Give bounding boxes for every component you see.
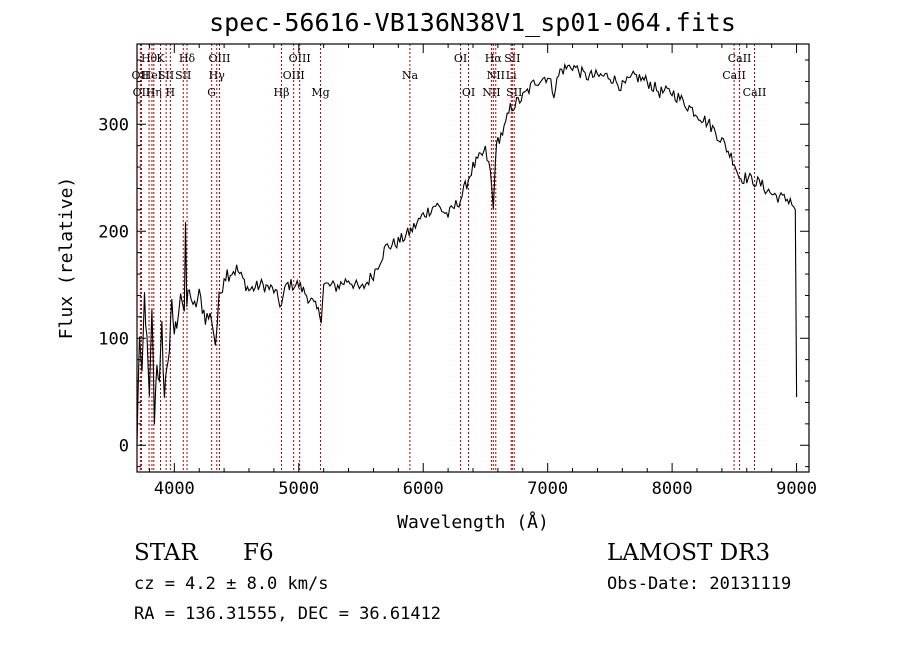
y-tick-label-0: 0 <box>119 436 129 456</box>
line-label-28: CaII <box>743 86 767 99</box>
redshift-velocity: cz = 4.2 ± 8.0 km/s <box>134 574 329 594</box>
line-label-23: Li <box>506 69 517 82</box>
line-label-27: CaII <box>728 52 752 65</box>
coordinates: RA = 136.31555, DEC = 36.61412 <box>134 604 442 624</box>
line-label-5: K <box>156 52 165 65</box>
line-label-24: SII <box>504 52 520 65</box>
y-tick-label-1: 100 <box>98 329 129 349</box>
line-label-12: OIII <box>208 52 230 65</box>
line-label-10: G <box>207 86 216 99</box>
line-label-4: Hη <box>146 86 162 99</box>
object-subclass: F6 <box>243 540 274 566</box>
line-label-26: CaII <box>722 69 746 82</box>
x-tick-label-0: 4000 <box>154 479 195 499</box>
line-label-22: NII <box>487 69 505 82</box>
line-label-0: OII <box>132 69 150 82</box>
emission-line-markers: OIIOIIHθHeIHηKSIIHHδSIIGHγOIIIHβOIIIOIII… <box>132 44 767 472</box>
line-label-16: Mg <box>311 86 329 99</box>
line-label-3: HeI <box>142 69 162 82</box>
line-label-20: NII <box>482 86 500 99</box>
line-label-13: Hβ <box>274 86 290 99</box>
line-label-6: SII <box>158 69 174 82</box>
line-label-19: OI <box>462 86 475 99</box>
x-tick-label-3: 7000 <box>527 479 568 499</box>
line-label-21: Hα <box>485 52 503 65</box>
line-label-25: SII <box>506 86 522 99</box>
line-label-17: Na <box>402 69 419 82</box>
y-axis-label: Flux (relative) <box>56 177 77 340</box>
x-tick-label-1: 5000 <box>278 479 319 499</box>
chart-title: spec-56616-VB136N38V1_sp01-064.fits <box>209 8 736 37</box>
line-label-18: OI <box>454 52 467 65</box>
line-label-7: H <box>166 86 176 99</box>
x-tick-label-2: 6000 <box>403 479 444 499</box>
line-label-14: OIII <box>283 69 305 82</box>
x-axis-label: Wavelength (Å) <box>397 511 549 533</box>
y-tick-label-2: 200 <box>98 222 129 242</box>
line-label-11: Hγ <box>209 69 226 82</box>
spectrum-line <box>136 62 798 446</box>
plot-frame <box>136 43 810 473</box>
x-tick-label-5: 9000 <box>776 479 817 499</box>
line-label-15: OIII <box>289 52 311 65</box>
survey-name: LAMOST DR3 <box>607 540 771 566</box>
line-label-2: Hθ <box>141 52 158 65</box>
line-label-9: SII <box>175 69 191 82</box>
object-class: STAR <box>134 540 198 566</box>
axis-ticks: 4000 5000 6000 7000 8000 9000 0 100 200 300 <box>98 44 817 499</box>
y-tick-label-3: 300 <box>98 115 129 135</box>
observation-date: Obs-Date: 20131119 <box>607 574 792 594</box>
x-tick-label-4: 8000 <box>652 479 693 499</box>
line-label-8: Hδ <box>179 52 196 65</box>
spectrum-series <box>136 62 798 446</box>
